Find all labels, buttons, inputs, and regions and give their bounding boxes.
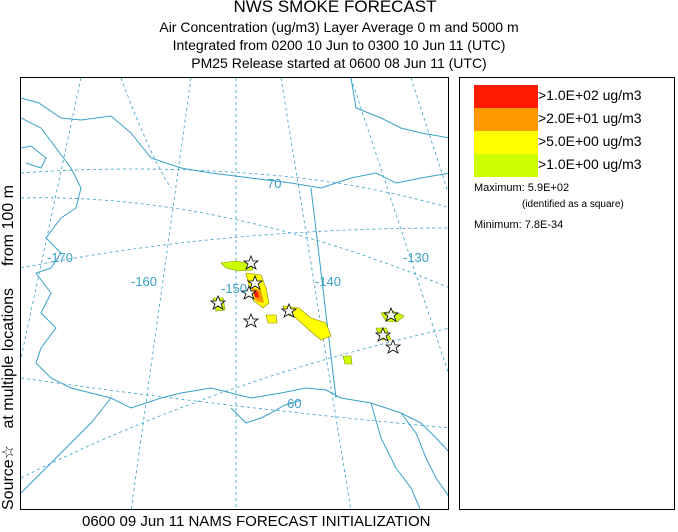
concentration-description: Air Concentration (ug/m3) Layer Average …	[159, 19, 519, 35]
smoke-map: -170 -160 -150 -140 -130 70 60	[20, 77, 449, 510]
smoke-plumes	[212, 260, 405, 365]
map-canvas: -170 -160 -150 -140 -130 70 60	[21, 78, 448, 509]
source-label-text: Source	[0, 459, 17, 510]
source-star-icon: ☆	[0, 444, 17, 460]
minimum-stat: Minimum: 7.8E-34	[474, 219, 563, 231]
lon-label-160: -160	[131, 274, 157, 289]
release-height-text: from 100 m	[0, 185, 17, 266]
forecast-initialization: 0600 09 Jun 11 NAMS FORECAST INITIALIZAT…	[82, 513, 431, 530]
legend-label: >1.0E+00 ug/m3	[538, 156, 642, 172]
legend: >1.0E+02 ug/m3 >2.0E+01 ug/m3 >5.0E+00 u…	[459, 77, 675, 510]
lon-label-130: -130	[403, 250, 429, 265]
minimum-value: 7.8E-34	[524, 219, 564, 231]
lon-label-170: -170	[47, 250, 73, 265]
lat-label-70: 70	[267, 176, 281, 191]
legend-entry: >1.0E+00 ug/m3	[474, 154, 674, 177]
lon-label-140: -140	[315, 274, 341, 289]
legend-entry: >1.0E+02 ug/m3	[474, 85, 674, 108]
coastline	[21, 78, 448, 509]
legend-swatch	[474, 108, 538, 131]
forecast-title: NWS SMOKE FORECAST	[233, 0, 437, 16]
integration-period: Integrated from 0200 10 Jun to 0300 10 J…	[172, 37, 506, 53]
maximum-label: Maximum:	[474, 182, 525, 194]
maximum-note: (identified as a square)	[522, 199, 624, 210]
source-side-label: Source☆ at multiple locations from 100 m	[0, 185, 18, 510]
minimum-label: Minimum:	[474, 219, 522, 231]
legend-label: >2.0E+01 ug/m3	[538, 110, 642, 126]
legend-swatch	[474, 131, 538, 154]
legend-swatch	[474, 154, 538, 177]
multiple-locations-text: at multiple locations	[0, 287, 17, 433]
maximum-value: 5.9E+02	[527, 182, 570, 194]
source-stars	[209, 254, 402, 354]
maximum-stat: Maximum: 5.9E+02	[474, 182, 569, 194]
legend-entry: >5.0E+00 ug/m3	[474, 131, 674, 154]
release-start: PM25 Release started at 0600 08 Jun 11 (…	[191, 55, 487, 71]
lon-label-150: -150	[221, 281, 247, 296]
legend-swatch	[474, 85, 538, 108]
graticule	[21, 78, 448, 509]
legend-label: >5.0E+00 ug/m3	[538, 133, 642, 149]
legend-entry: >2.0E+01 ug/m3	[474, 108, 674, 131]
lat-label-60: 60	[287, 396, 301, 411]
legend-label: >1.0E+02 ug/m3	[538, 87, 642, 103]
